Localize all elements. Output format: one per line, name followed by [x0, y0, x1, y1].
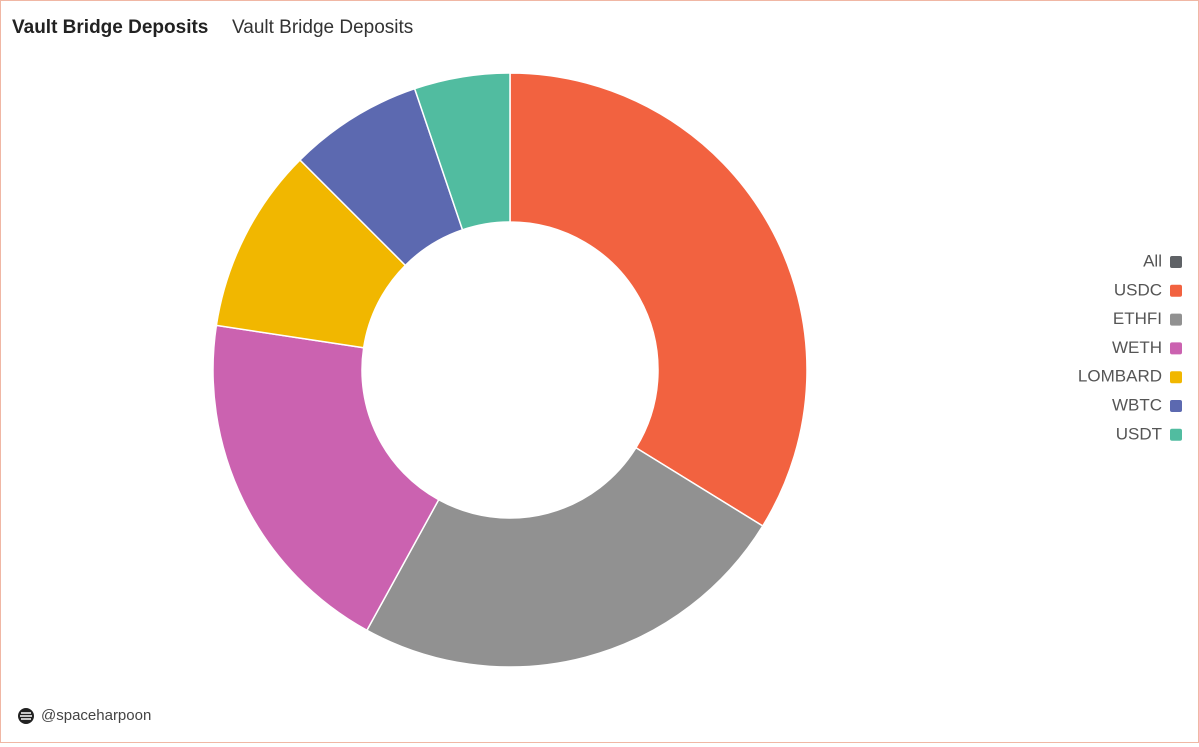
legend-label: USDC: [1114, 280, 1162, 299]
slice: [509, 72, 808, 528]
legend-label: ETHFI: [1113, 309, 1162, 328]
slice: [413, 72, 511, 231]
slice: [212, 324, 440, 632]
legend-swatch: [1170, 428, 1182, 441]
chart-title: Vault Bridge Deposits: [12, 17, 208, 38]
chart-subtitle: Vault Bridge Deposits: [232, 17, 413, 38]
credit: @spaceharpoon: [41, 707, 151, 724]
legend-label: All: [1143, 251, 1162, 270]
legend-swatch: [1170, 400, 1182, 412]
legend-label: USDT: [1116, 424, 1162, 443]
credit-icon: [18, 708, 34, 724]
legend-swatch: [1170, 313, 1182, 326]
legend-swatch: [1170, 342, 1182, 355]
legend-label: WBTC: [1112, 395, 1162, 414]
legend-swatch: [1170, 371, 1182, 384]
legend-label: LOMBARD: [1078, 367, 1162, 386]
legend-swatch: [1170, 284, 1182, 297]
legend-label: WETH: [1112, 338, 1162, 357]
slice: [365, 446, 764, 668]
legend-swatch: [1170, 256, 1182, 268]
